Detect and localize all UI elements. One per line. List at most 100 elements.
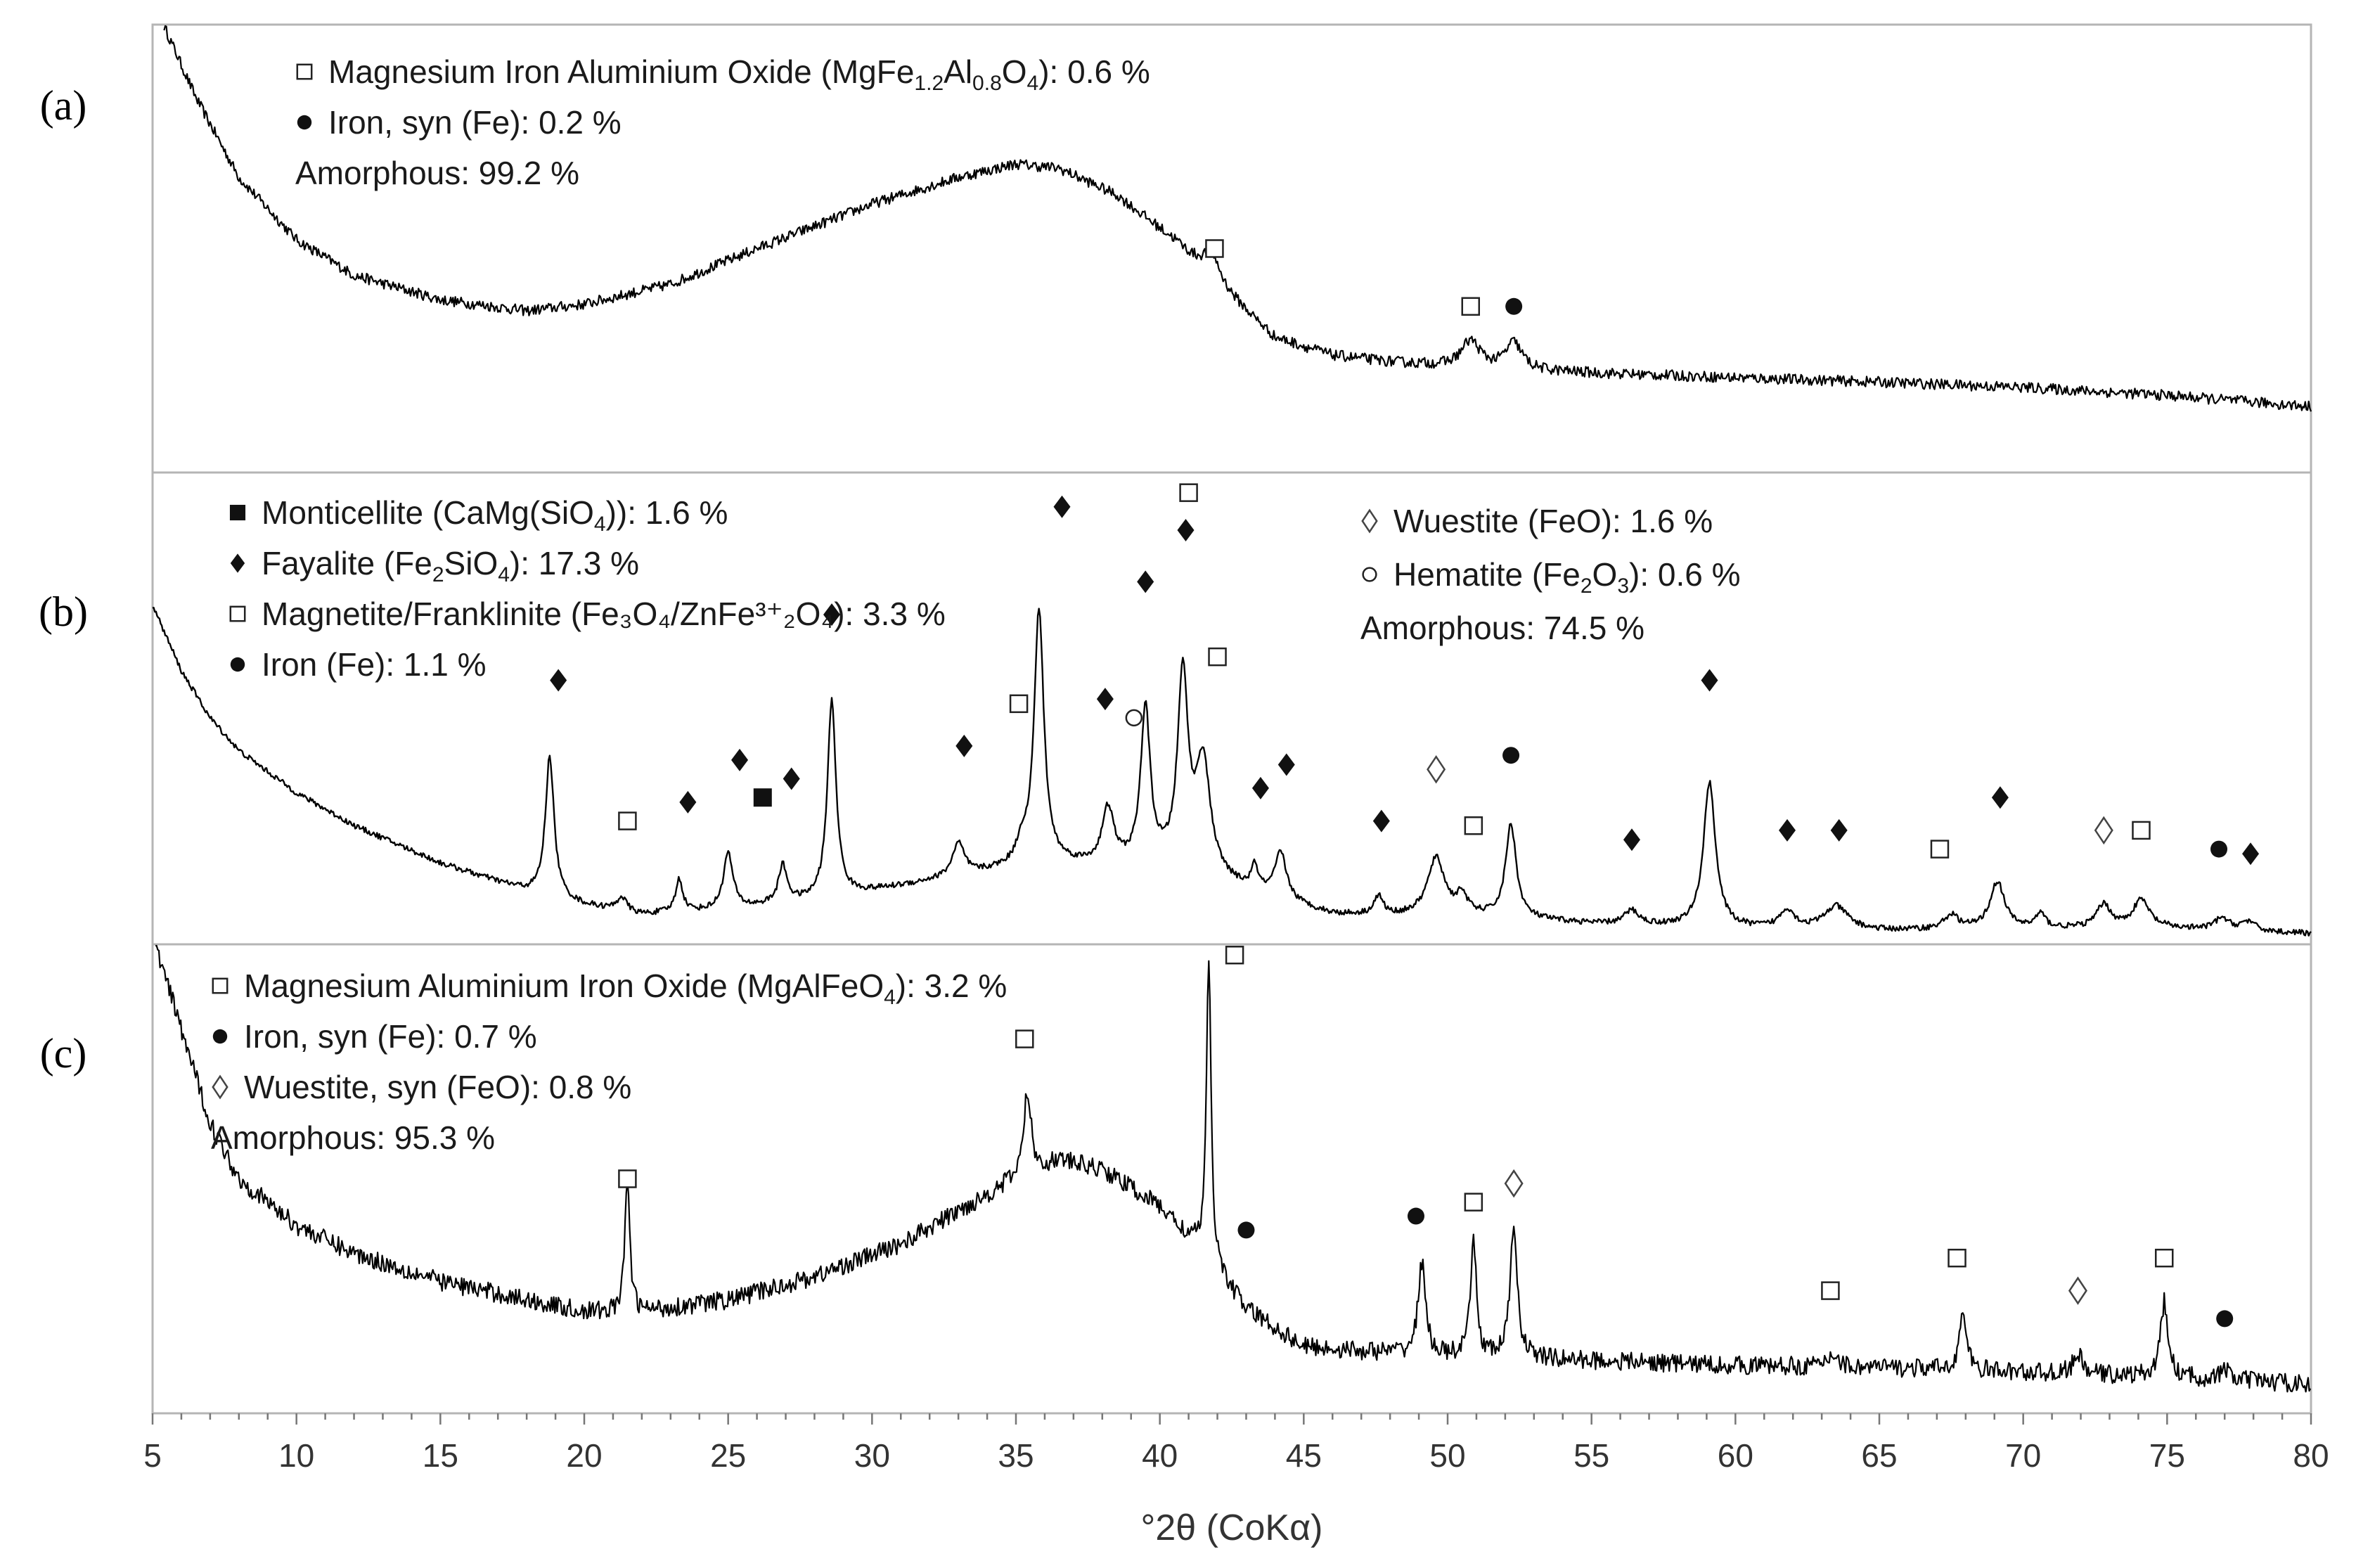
peak-open-square-marker — [618, 1169, 637, 1188]
legend-open-square-icon — [229, 605, 246, 622]
peak-filled-diamond-marker — [783, 767, 800, 790]
legend-label: Wuestite, syn (FeO): 0.8 % — [244, 1069, 631, 1105]
peak-filled-diamond-marker — [1277, 753, 1295, 776]
peak-filled-diamond-marker — [1137, 570, 1154, 593]
legend-entry: Amorphous: 99.2 % — [295, 155, 579, 191]
peak-open-square-marker — [1225, 946, 1244, 965]
legend-entry: Amorphous: 74.5 % — [1360, 610, 1644, 646]
legend-label: Iron, syn (Fe): 0.7 % — [244, 1018, 537, 1055]
x-axis: 5 10 15 20 25 30 35 40 45 50 55 60 65 70 75 80 — [143, 1413, 2329, 1474]
xrd-trace-c — [155, 944, 2312, 1393]
peak-filled-circle-marker — [2216, 1310, 2234, 1328]
peak-open-square-marker — [1208, 647, 1227, 667]
panel-b-annotations — [550, 483, 2260, 866]
peak-open-square-marker — [1009, 694, 1029, 714]
peak-filled-diamond-marker — [1177, 519, 1195, 542]
peak-filled-diamond-marker — [1991, 786, 2009, 809]
legend-entry: Monticellite (CaMg(SiO4)): 1.6 % — [229, 494, 728, 536]
peak-open-diamond-marker — [1427, 754, 1446, 784]
legend-entry: Magnesium Aluminium Iron Oxide (MgAlFeO4… — [212, 968, 1007, 1009]
peak-filled-diamond-marker — [823, 603, 841, 626]
peak-filled-diamond-marker — [1053, 495, 1071, 518]
legend-filled-circle-icon — [230, 657, 245, 672]
peak-open-square-marker — [1015, 1029, 1034, 1048]
x-tick-label: 10 — [278, 1437, 314, 1474]
peak-open-diamond-marker — [2068, 1276, 2087, 1305]
legend-label: Hematite (Fe2O3): 0.6 % — [1393, 556, 1741, 598]
legend-label: Magnesium Aluminium Iron Oxide (MgAlFeO4… — [244, 968, 1007, 1009]
legend-open-square-icon — [212, 977, 228, 994]
legend-entry: Hematite (Fe2O3): 0.6 % — [1362, 556, 1741, 598]
legend-open-diamond-icon — [1361, 508, 1378, 534]
peak-filled-circle-marker — [1237, 1221, 1255, 1239]
plot-frame — [151, 23, 2312, 1415]
legend-label: Fayalite (Fe2SiO4): 17.3 % — [262, 545, 639, 586]
peak-filled-circle-marker — [2210, 840, 2228, 858]
legend-open-square-icon — [296, 63, 313, 80]
peak-filled-diamond-marker — [550, 669, 567, 692]
peak-filled-diamond-marker — [679, 790, 697, 814]
legend-entry: Wuestite, syn (FeO): 0.8 % — [212, 1069, 631, 1105]
peak-open-square-marker — [1948, 1248, 1966, 1268]
legend-label: Amorphous: 95.3 % — [211, 1119, 495, 1156]
panel-b-legend: Monticellite (CaMg(SiO4)): 1.6 % Fayalit… — [229, 494, 1741, 683]
peak-open-square-marker — [1464, 816, 1483, 835]
legend-entry: Iron, syn (Fe): 0.7 % — [212, 1018, 537, 1055]
legend-open-circle-icon — [1362, 567, 1377, 582]
peak-filled-diamond-marker — [2242, 842, 2260, 866]
phase-legends: Magnesium Iron Aluminium Oxide (MgFe1.2A… — [211, 53, 1741, 1156]
peak-filled-diamond-marker — [1830, 818, 1848, 842]
peak-filled-diamond-marker — [1372, 809, 1390, 833]
x-tick-label: 20 — [566, 1437, 602, 1474]
peak-open-square-marker — [1179, 483, 1198, 502]
x-tick-label: 60 — [1718, 1437, 1753, 1474]
peak-filled-square-marker — [753, 788, 772, 807]
xrd-traces — [152, 25, 2312, 1393]
legend-entry: Magnesium Iron Aluminium Oxide (MgFe1.2A… — [296, 53, 1150, 95]
phase-markers — [550, 239, 2260, 1328]
legend-entry: Iron, syn (Fe): 0.2 % — [297, 104, 622, 141]
x-tick-label: 75 — [2149, 1437, 2185, 1474]
peak-filled-circle-marker — [1502, 747, 1520, 764]
peak-filled-diamond-marker — [1251, 776, 1269, 799]
panel-c-legend: Magnesium Aluminium Iron Oxide (MgAlFeO4… — [211, 968, 1007, 1156]
peak-open-circle-marker — [1125, 709, 1143, 727]
xrd-trace-b — [152, 607, 2312, 937]
x-tick-label: 45 — [1286, 1437, 1322, 1474]
peak-open-square-marker — [1930, 840, 1950, 859]
x-tick-label: 70 — [2005, 1437, 2041, 1474]
x-axis-title: °2θ (CoKα) — [1141, 1508, 1323, 1548]
panel-frames — [151, 23, 2312, 1415]
panel-c-annotations — [618, 946, 2234, 1328]
peak-open-diamond-marker — [2094, 816, 2113, 845]
legend-filled-circle-icon — [212, 1029, 228, 1044]
peak-open-square-marker — [1821, 1281, 1840, 1300]
legend-label: Iron (Fe): 1.1 % — [262, 646, 487, 683]
x-tick-label: 50 — [1429, 1437, 1465, 1474]
peak-filled-diamond-marker — [1779, 818, 1796, 842]
x-tick-label: 40 — [1142, 1437, 1178, 1474]
x-tick-label: 25 — [710, 1437, 746, 1474]
peak-filled-diamond-marker — [955, 734, 973, 757]
legend-label: Amorphous: 74.5 % — [1360, 610, 1644, 646]
legend-entry: Amorphous: 95.3 % — [211, 1119, 495, 1156]
x-tick-label: 80 — [2293, 1437, 2329, 1474]
legend-filled-circle-icon — [297, 115, 312, 130]
peak-open-square-marker — [1464, 1193, 1483, 1212]
legend-entry: Iron (Fe): 1.1 % — [230, 646, 487, 683]
peak-open-square-marker — [2132, 821, 2151, 840]
peak-filled-diamond-marker — [731, 748, 749, 771]
x-tick-label: 30 — [854, 1437, 890, 1474]
legend-open-diamond-icon — [212, 1074, 228, 1100]
peak-filled-circle-marker — [1407, 1207, 1424, 1225]
legend-label: Iron, syn (Fe): 0.2 % — [328, 104, 622, 141]
panel-label-a: (a) — [40, 82, 87, 129]
x-tick-label: 55 — [1573, 1437, 1609, 1474]
xrd-trace-a — [163, 25, 2312, 412]
legend-label: Amorphous: 99.2 % — [295, 155, 579, 191]
peak-filled-circle-marker — [1505, 297, 1523, 315]
panel-a-annotations — [1205, 239, 1523, 316]
legend-label: Magnetite/Franklinite (Fe₃O₄/ZnFe³⁺₂O₄):… — [262, 596, 946, 632]
